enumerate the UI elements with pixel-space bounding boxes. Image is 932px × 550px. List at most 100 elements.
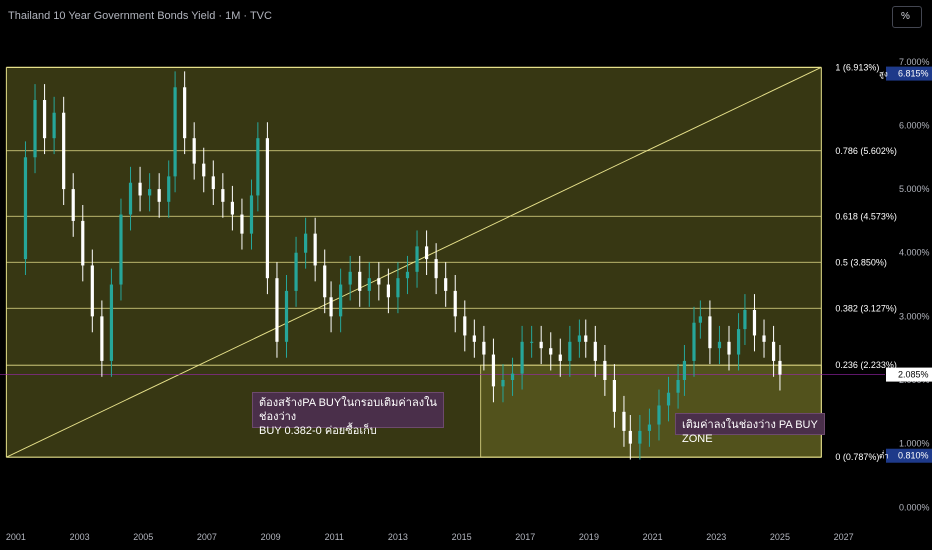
annotation-buy-zone[interactable]: เติมค่าลงในช่องว่าง PA BUY ZONE bbox=[675, 413, 825, 445]
candle-body bbox=[530, 341, 534, 343]
candle-body bbox=[294, 252, 298, 291]
unit-toggle-button[interactable]: % bbox=[892, 6, 922, 28]
candle-body bbox=[249, 195, 254, 234]
candle-body bbox=[23, 157, 28, 260]
candle-body bbox=[434, 259, 438, 279]
x-tick-label: 2027 bbox=[834, 532, 854, 542]
candle-body bbox=[367, 278, 371, 291]
candle-body bbox=[558, 354, 562, 361]
y-tick-label: 7.000% bbox=[899, 57, 930, 67]
candle-body bbox=[510, 373, 515, 380]
candle-body bbox=[628, 430, 632, 444]
candle-body bbox=[424, 246, 429, 260]
x-tick-label: 2001 bbox=[6, 532, 26, 542]
candle-body bbox=[128, 182, 133, 215]
candle-body bbox=[358, 271, 362, 291]
candle-body bbox=[323, 265, 327, 298]
y-tick-label: 6.000% bbox=[899, 120, 930, 130]
candle-body bbox=[698, 316, 702, 323]
candle-body bbox=[472, 335, 476, 342]
candle-body bbox=[593, 341, 597, 361]
x-tick-label: 2025 bbox=[770, 532, 790, 542]
candle-body bbox=[240, 214, 244, 234]
candle-body bbox=[743, 310, 747, 330]
candle-body bbox=[520, 341, 524, 374]
candle-body bbox=[717, 341, 722, 349]
candle-body bbox=[81, 220, 85, 266]
candle-body bbox=[138, 182, 142, 196]
fib-label-0.5: 0.5 (3.850%) bbox=[835, 257, 887, 267]
candle-body bbox=[727, 341, 731, 355]
candle-body bbox=[692, 322, 696, 361]
candle-body bbox=[202, 163, 206, 177]
candle-body bbox=[638, 430, 642, 444]
candle-body bbox=[491, 354, 496, 387]
candle-body bbox=[657, 405, 661, 425]
fib-label-0.236: 0.236 (2.233%) bbox=[835, 360, 897, 370]
candle-body bbox=[549, 348, 553, 355]
candle-body bbox=[119, 214, 123, 285]
x-tick-label: 2021 bbox=[643, 532, 663, 542]
price-tag-value: 0.810% bbox=[898, 451, 929, 461]
candle-body bbox=[736, 329, 741, 355]
candle-body bbox=[62, 112, 66, 190]
candle-body bbox=[230, 201, 234, 215]
candle-body bbox=[762, 335, 766, 342]
candle-body bbox=[622, 411, 626, 431]
candle-body bbox=[386, 284, 390, 298]
candle-body bbox=[501, 380, 505, 387]
price-tag-label: ต่ำ bbox=[879, 450, 889, 461]
price-tag bbox=[886, 448, 932, 463]
chart-title: Thailand 10 Year Government Bonds Yield … bbox=[8, 10, 272, 22]
candle-body bbox=[539, 341, 543, 349]
candle-body bbox=[444, 278, 448, 291]
y-tick-label: 0.000% bbox=[899, 502, 930, 512]
price-tag bbox=[886, 66, 932, 81]
candle-body bbox=[778, 360, 782, 375]
candle-body bbox=[275, 278, 279, 342]
candle-body bbox=[771, 341, 776, 361]
candle-body bbox=[339, 284, 343, 317]
candle-body bbox=[752, 310, 757, 336]
y-tick-label: 1.000% bbox=[899, 439, 930, 449]
candle-body bbox=[211, 176, 215, 190]
candle-body bbox=[348, 271, 352, 285]
y-tick-label: 4.000% bbox=[899, 248, 930, 258]
candle-body bbox=[100, 316, 104, 361]
annotation-line-1: ต้องสร้างPA BUYในกรอบเติมค่าลงในช่องว่าง bbox=[259, 397, 437, 423]
x-tick-label: 2013 bbox=[388, 532, 408, 542]
candle-body bbox=[377, 278, 381, 285]
x-tick-label: 2017 bbox=[515, 532, 535, 542]
candle-body bbox=[42, 100, 47, 139]
candle-body bbox=[666, 392, 671, 406]
price-tag-value: 6.815% bbox=[898, 69, 929, 79]
candle-body bbox=[647, 424, 652, 431]
annotation-buy-plan[interactable]: ต้องสร้างPA BUYในกรอบเติมค่าลงในช่องว่าง… bbox=[252, 392, 444, 437]
y-tick-label: 5.000% bbox=[899, 184, 930, 194]
candle-body bbox=[676, 380, 680, 393]
y-tick-label: 3.000% bbox=[899, 311, 930, 321]
x-tick-label: 2007 bbox=[197, 532, 217, 542]
candle-body bbox=[52, 112, 56, 139]
fib-label-1: 1 (6.913%) bbox=[835, 62, 879, 72]
candle-body bbox=[221, 189, 225, 202]
fib-label-0.786: 0.786 (5.602%) bbox=[835, 146, 897, 156]
candle-body bbox=[708, 316, 712, 349]
candle-body bbox=[109, 284, 114, 361]
candle-body bbox=[173, 87, 177, 177]
candle-body bbox=[612, 380, 617, 412]
fib-label-0.618: 0.618 (4.573%) bbox=[835, 211, 897, 221]
fib-label-0: 0 (0.787%) bbox=[835, 452, 879, 462]
candle-body bbox=[265, 138, 270, 279]
candle-body bbox=[463, 316, 467, 336]
candle-body bbox=[682, 360, 687, 380]
candle-body bbox=[584, 335, 588, 342]
x-tick-label: 2005 bbox=[133, 532, 153, 542]
price-tag-value: 2.085% bbox=[898, 370, 929, 380]
candle-body bbox=[405, 271, 410, 279]
candle-body bbox=[167, 176, 171, 202]
x-tick-label: 2003 bbox=[70, 532, 90, 542]
fib-label-0.382: 0.382 (3.127%) bbox=[835, 303, 897, 313]
candle-body bbox=[568, 341, 572, 361]
